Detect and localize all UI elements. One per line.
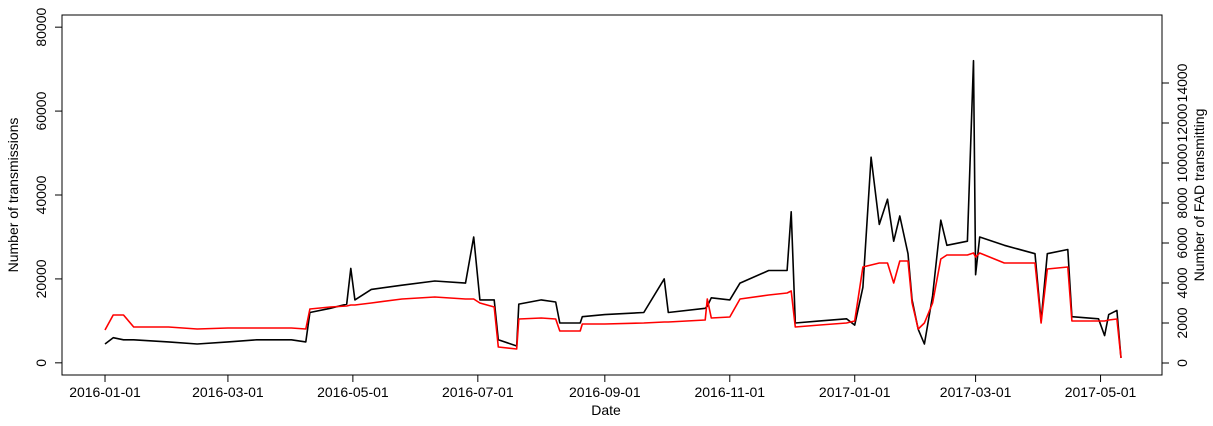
- plot-box: [61, 14, 1163, 376]
- x-axis-label: Date: [591, 402, 621, 418]
- y2-tick-label: 10000: [1174, 143, 1190, 182]
- y-tick-label: 80000: [33, 7, 49, 46]
- x-tick-label: 2016-01-01: [69, 384, 141, 400]
- x-tick-label: 2016-09-01: [569, 384, 641, 400]
- y2-tick-label: 12000: [1174, 103, 1190, 142]
- y2-tick-label: 8000: [1174, 187, 1190, 218]
- x-tick-label: 2016-07-01: [442, 384, 514, 400]
- y-tick-label: 60000: [33, 91, 49, 130]
- x-tick-label: 2016-03-01: [192, 384, 264, 400]
- y2-tick-label: 0: [1174, 359, 1190, 367]
- y-tick-label: 20000: [33, 259, 49, 298]
- x-tick-label: 2016-11-01: [694, 384, 765, 400]
- y-tick-label: 0: [33, 359, 49, 367]
- series-line: [104, 59, 1122, 358]
- x-tick-label: 2016-05-01: [317, 384, 389, 400]
- y-axis-label: Number of transmissions: [5, 118, 21, 273]
- y-tick-label: 40000: [33, 175, 49, 214]
- y2-tick-label: 14000: [1174, 63, 1190, 102]
- x-tick-label: 2017-05-01: [1065, 384, 1137, 400]
- y2-tick-label: 4000: [1174, 267, 1190, 298]
- x-tick-label: 2017-01-01: [819, 384, 891, 400]
- x-tick-label: 2017-03-01: [940, 384, 1012, 400]
- y2-axis-label: Number of FAD transmitting: [1191, 109, 1207, 282]
- y2-tick-label: 2000: [1174, 307, 1190, 338]
- series-line: [104, 252, 1122, 359]
- y2-tick-label: 6000: [1174, 227, 1190, 258]
